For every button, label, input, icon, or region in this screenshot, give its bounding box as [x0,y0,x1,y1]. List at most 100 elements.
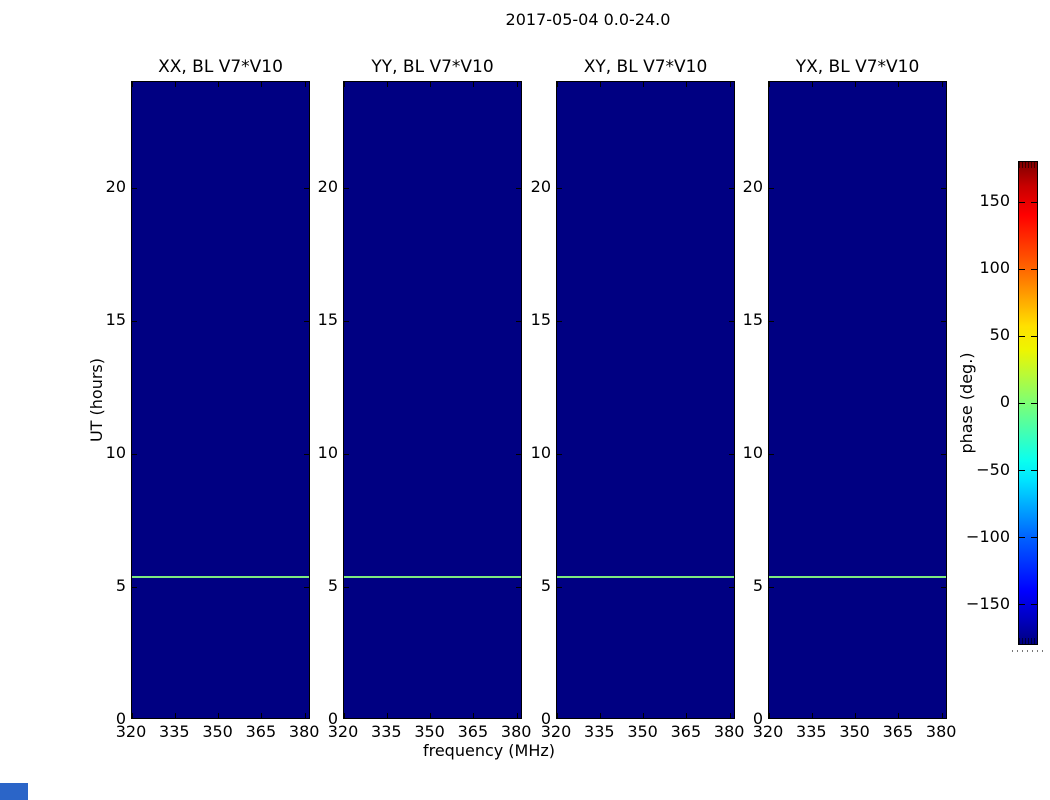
x-tick-mark [174,82,176,87]
y-tick-label: 5 [115,576,126,596]
x-tick-mark [218,82,220,87]
y-tick-mark [557,320,562,322]
colorbar-tick-mark [1019,201,1025,203]
x-tick-mark [941,82,943,87]
x-tick-mark [557,82,558,87]
x-tick-label: 350 [627,722,658,741]
x-tick-mark [898,713,900,718]
x-tick-mark [304,713,306,718]
x-tick-mark [941,713,943,718]
x-tick-mark [473,713,475,718]
y-tick-mark [132,187,137,189]
y-tick-mark [941,453,946,455]
y-tick-label: 5 [327,576,338,596]
y-tick-mark [304,586,309,588]
heatmap-panel-yx [768,81,947,719]
x-tick-mark [686,713,688,718]
y-tick-mark [557,586,562,588]
x-tick-label: 350 [839,722,870,741]
x-tick-label: 320 [327,722,359,741]
y-tick-mark [344,187,349,189]
y-tick-mark [557,187,562,189]
y-tick-label: 5 [540,576,551,596]
x-tick-mark [811,82,813,87]
x-tick-mark [599,713,601,718]
x-tick-mark [174,713,176,718]
x-tick-mark [304,82,306,87]
x-tick-mark [729,82,731,87]
y-tick-mark [516,453,521,455]
x-tick-label: 335 [584,722,615,741]
feature-line-yy [344,576,521,578]
y-tick-label: 10 [105,443,126,463]
y-tick-mark [769,320,774,322]
heatmap-panel-xx [131,81,310,719]
panel-title-xx: XX, BL V7*V10 [158,57,283,77]
x-tick-label: 365 [670,722,702,741]
y-tick-label: 10 [530,443,551,463]
y-tick-mark [557,453,562,455]
x-tick-mark [811,713,813,718]
heatmap-panel-xy [556,81,735,719]
x-tick-label: 335 [371,722,402,741]
colorbar-bottom-hatch [1019,638,1037,644]
x-tick-label: 320 [752,722,784,741]
y-tick-mark [729,187,734,189]
taskbar-fragment[interactable] [0,783,28,800]
colorbar [1018,161,1038,645]
y-tick-mark [132,586,137,588]
x-tick-mark [430,713,432,718]
x-tick-label: 320 [540,722,572,741]
x-tick-label: 335 [796,722,827,741]
panel-title-yy: YY, BL V7*V10 [371,57,494,77]
y-tick-mark [344,718,349,719]
y-tick-mark [516,718,521,719]
x-tick-mark [898,82,900,87]
x-tick-mark [386,82,388,87]
x-tick-mark [729,713,731,718]
colorbar-tick-label: 150 [979,191,1010,210]
x-tick-label: 380 [288,722,320,741]
x-tick-mark [557,713,558,718]
y-tick-label: 0 [752,709,763,728]
colorbar-tick-label: −100 [966,527,1010,546]
y-tick-mark [769,718,774,719]
y-tick-label: 20 [317,177,338,197]
y-tick-mark [344,453,349,455]
y-tick-mark [344,586,349,588]
x-tick-mark [218,713,220,718]
x-tick-mark [643,713,645,718]
figure-title: 2017-05-04 0.0-24.0 [505,10,671,29]
y-tick-label: 20 [742,177,763,197]
y-tick-label: 20 [105,177,126,197]
x-tick-label: 365 [457,722,489,741]
x-tick-label: 380 [925,722,957,741]
colorbar-top-hatch [1019,162,1037,168]
y-tick-mark [769,187,774,189]
x-tick-mark [855,713,857,718]
colorbar-tick-mark [1031,268,1037,270]
y-tick-mark [729,586,734,588]
y-tick-label: 15 [105,310,126,330]
colorbar-tick-mark [1031,537,1037,539]
x-tick-label: 350 [414,722,445,741]
y-tick-mark [304,718,309,719]
y-tick-label: 0 [115,709,126,728]
colorbar-tick-mark [1019,403,1025,404]
x-tick-label: 365 [882,722,914,741]
y-tick-mark [132,453,137,455]
x-tick-label: 380 [713,722,745,741]
x-tick-mark [344,82,345,87]
colorbar-tick-label: 50 [989,325,1010,344]
y-tick-mark [729,320,734,322]
x-tick-mark [386,713,388,718]
feature-line-yx [769,576,946,578]
feature-line-xy [557,576,734,578]
y-tick-label: 5 [752,576,763,596]
colorbar-tick-mark [1031,470,1037,472]
y-tick-label: 15 [742,310,763,330]
y-tick-mark [304,187,309,189]
y-tick-mark [344,320,349,322]
colorbar-tick-label: 0 [999,392,1010,411]
colorbar-tick-mark [1019,537,1025,539]
